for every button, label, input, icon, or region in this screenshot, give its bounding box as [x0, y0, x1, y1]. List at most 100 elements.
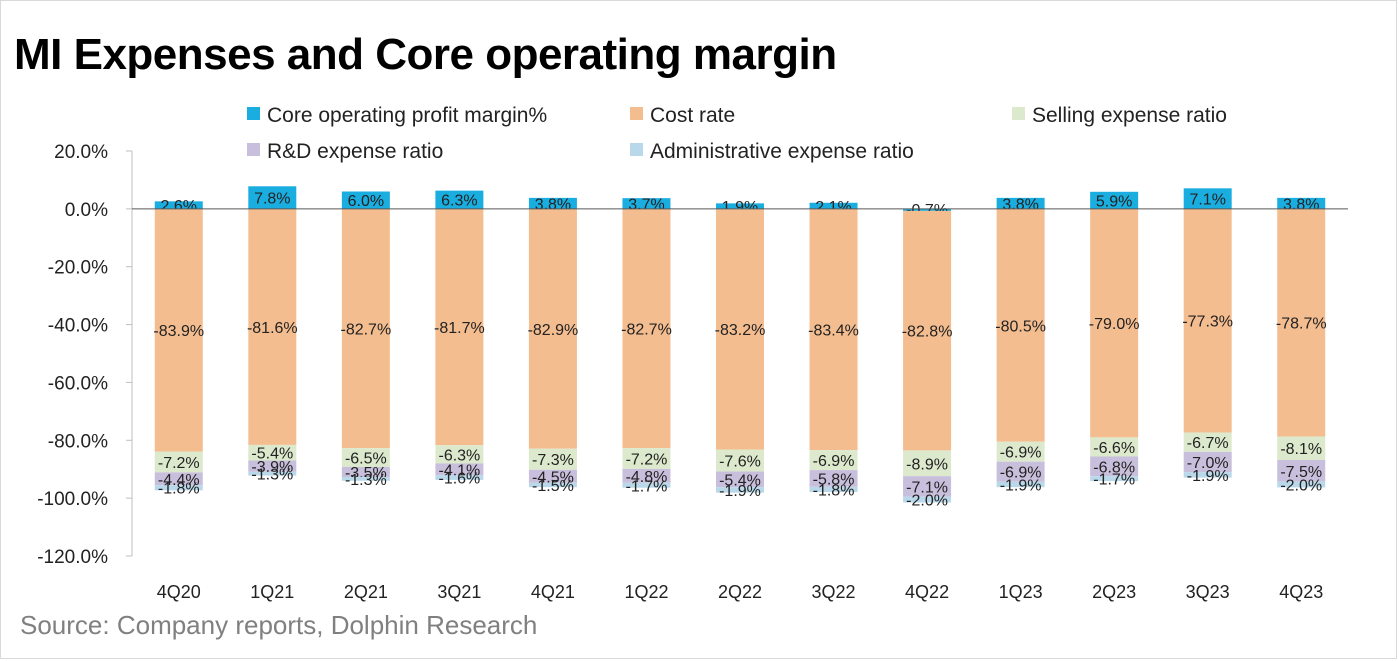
data-label: -7.6% — [719, 454, 761, 471]
data-label: -6.5% — [345, 450, 387, 467]
bar-segment — [1183, 432, 1232, 452]
bar-segment — [1277, 436, 1326, 460]
data-label: -7.3% — [532, 452, 574, 469]
data-label: -82.7% — [621, 321, 672, 338]
bar-segment — [716, 487, 764, 493]
legend-entry: Cost rate — [650, 104, 735, 127]
bar-segment — [1277, 197, 1326, 209]
category-label: 3Q22 — [812, 582, 856, 602]
data-label: -83.4% — [808, 322, 859, 339]
bar-segment — [1277, 459, 1326, 482]
data-label: -6.8% — [1093, 459, 1135, 476]
data-label: -1.7% — [626, 478, 668, 495]
data-label: -6.3% — [438, 447, 480, 464]
data-label: 6.0% — [348, 193, 384, 210]
bar-segment — [996, 481, 1045, 488]
bar-segment — [154, 208, 203, 452]
bar-segment — [809, 470, 858, 487]
y-tick-label: 20.0% — [54, 142, 108, 163]
bar-segment — [341, 477, 390, 481]
y-tick-label: -120.0% — [37, 547, 108, 568]
legend-entry: Selling expense ratio — [1032, 104, 1227, 127]
bar-segment — [716, 203, 764, 209]
category-label: 2Q23 — [1092, 582, 1136, 602]
data-label: -79.0% — [1089, 316, 1140, 333]
bar-segment — [1090, 437, 1139, 457]
data-label: -1.8% — [158, 481, 200, 498]
category-label: 1Q21 — [250, 582, 294, 602]
data-label: -4.1% — [438, 462, 480, 479]
data-label: -81.6% — [247, 320, 298, 337]
data-label: -6.9% — [1000, 445, 1042, 462]
data-label: -78.7% — [1276, 316, 1327, 333]
category-label: 2Q21 — [344, 582, 388, 602]
bar-segment — [154, 472, 203, 486]
data-label: -1.5% — [532, 478, 574, 495]
bar-segment — [903, 208, 952, 211]
category-label: 1Q23 — [999, 582, 1043, 602]
data-label: -1.3% — [251, 467, 293, 484]
data-label: -5.8% — [813, 471, 855, 488]
y-tick-label: -100.0% — [37, 489, 108, 510]
data-label: -1.3% — [345, 472, 387, 489]
data-label: -6.6% — [1093, 440, 1135, 457]
category-label: 3Q21 — [437, 582, 481, 602]
data-label: 7.1% — [1189, 192, 1225, 209]
data-label: -6.7% — [1187, 435, 1229, 452]
category-label: 3Q23 — [1186, 582, 1230, 602]
chart-title: MI Expenses and Core operating margin — [14, 30, 837, 79]
legend-entry: Administrative expense ratio — [650, 140, 914, 163]
bar-segment — [903, 496, 952, 503]
bar-segment — [996, 441, 1045, 462]
bar-segment — [528, 448, 577, 470]
data-label: -8.1% — [1280, 441, 1322, 458]
data-label: -7.1% — [906, 479, 948, 496]
data-label: -83.2% — [715, 322, 766, 339]
bar-segment — [716, 449, 764, 472]
legend-entry: Core operating profit margin% — [267, 104, 547, 127]
bar-segment — [528, 482, 577, 488]
data-label: -7.2% — [158, 455, 200, 472]
data-label: -7.2% — [626, 452, 668, 469]
data-label: -5.4% — [251, 446, 293, 463]
category-label: 4Q21 — [531, 582, 575, 602]
data-label: -4.4% — [158, 472, 200, 489]
data-label: -7.0% — [1187, 455, 1229, 472]
bar-segment — [996, 461, 1045, 482]
bar-segment — [248, 471, 297, 476]
bar-segment — [1277, 208, 1326, 437]
bar-segment — [154, 451, 203, 473]
bar-segment — [248, 208, 297, 445]
bar-segment — [435, 190, 484, 209]
data-label: -82.8% — [902, 324, 953, 341]
data-label: -6.9% — [1000, 465, 1042, 482]
bar-segment — [622, 208, 671, 449]
bar-segment — [154, 201, 203, 209]
bar-segment — [435, 463, 484, 476]
data-label: -7.5% — [1280, 464, 1322, 481]
data-label: 6.3% — [441, 193, 477, 210]
bar-segment — [1183, 451, 1232, 473]
bar-segment — [622, 448, 671, 469]
data-label: -1.9% — [719, 483, 761, 500]
data-label: -81.7% — [434, 320, 485, 337]
data-label: -77.3% — [1182, 314, 1233, 331]
bar-segment — [1183, 472, 1232, 478]
y-tick-label: 0.0% — [65, 200, 108, 221]
category-label: 4Q20 — [157, 582, 201, 602]
data-label: -5.4% — [719, 472, 761, 489]
bar-segment — [1277, 481, 1326, 488]
bar-segment — [1183, 188, 1232, 209]
bar-segment — [248, 444, 297, 461]
data-label: -1.9% — [1187, 468, 1229, 485]
bar-segment — [1090, 456, 1139, 477]
bar-segment — [996, 208, 1045, 442]
bar-segment — [903, 210, 952, 451]
legend-swatch — [630, 107, 643, 120]
bar-segment — [1090, 476, 1139, 482]
bar-segment — [528, 208, 577, 449]
bar-segment — [435, 475, 484, 480]
data-label: -4.5% — [532, 469, 574, 486]
bar-segment — [809, 202, 858, 209]
